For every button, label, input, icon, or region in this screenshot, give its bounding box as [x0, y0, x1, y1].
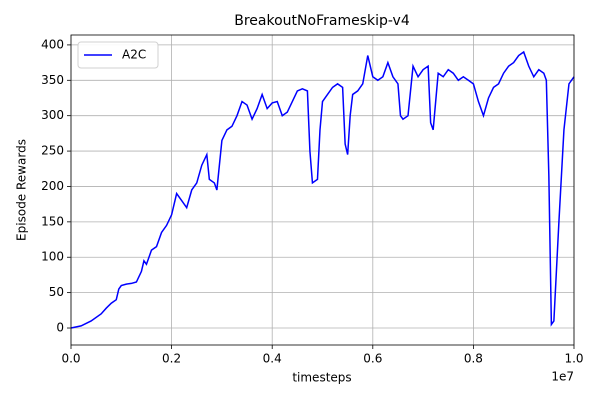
x-offset-label: 1e7 [551, 370, 574, 384]
y-tick-label: 200 [41, 179, 64, 193]
legend-box [77, 41, 159, 69]
legend-label: A2C [122, 48, 146, 62]
x-axis-label: timesteps [292, 371, 351, 385]
x-tick-label: 0.0 [61, 352, 80, 366]
chart-title: BreakoutNoFrameskip-v4 [234, 13, 410, 29]
y-tick-label: 300 [41, 108, 64, 122]
y-tick-label: 250 [41, 144, 64, 158]
x-tick-label: 0.6 [363, 352, 382, 366]
y-tick-label: 50 [49, 285, 64, 299]
x-tick-label: 0.8 [464, 352, 483, 366]
plot-frame [70, 34, 575, 346]
y-tick-label: 150 [41, 214, 64, 228]
y-axis-label: Episode Rewards [15, 139, 29, 241]
y-tick-label: 100 [41, 250, 64, 264]
y-tick-label: 400 [41, 37, 64, 51]
y-tick-label: 350 [41, 73, 64, 87]
x-tick-label: 0.2 [162, 352, 181, 366]
y-tick-label: 0 [56, 321, 64, 335]
x-tick-label: 0.4 [263, 352, 282, 366]
x-tick-label: 1.0 [564, 352, 583, 366]
line [70, 50, 575, 329]
